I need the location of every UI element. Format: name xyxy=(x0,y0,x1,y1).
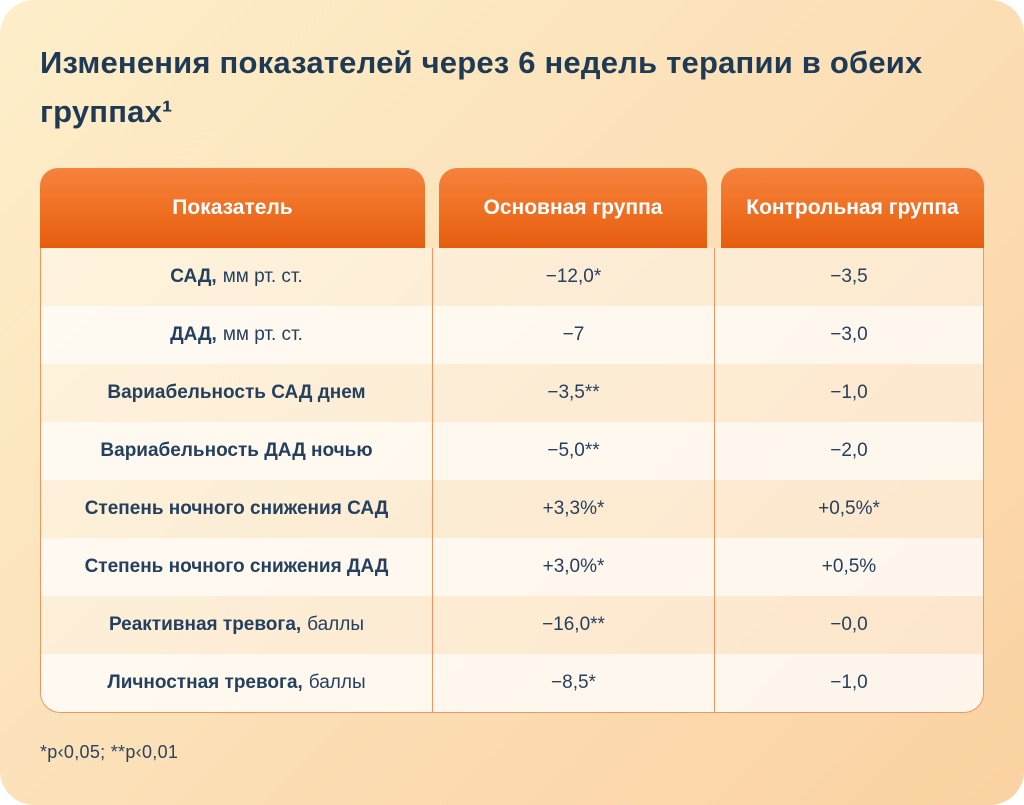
row-value-control: −2,0 xyxy=(714,422,983,480)
page-title: Изменения показателей через 6 недель тер… xyxy=(40,38,990,136)
table-row: САД, мм рт. ст. −12,0* −3,5 xyxy=(41,248,983,306)
header-cell-indicator: Показатель xyxy=(40,168,425,248)
row-value-main: −3,5** xyxy=(432,364,714,422)
row-label-unit: баллы xyxy=(307,614,365,635)
row-value-main: −12,0* xyxy=(432,248,714,306)
significance-footnote: *p‹0,05; **p‹0,01 xyxy=(40,742,179,762)
row-label-name: Личностная тревога, xyxy=(107,672,303,693)
row-value-main: +3,0%* xyxy=(432,538,714,596)
row-label: САД, мм рт. ст. xyxy=(41,248,432,306)
row-label-name: Степень ночного снижения ДАД xyxy=(84,556,389,577)
row-label-unit: мм рт. ст. xyxy=(222,324,303,345)
table-row: Степень ночного снижения САД +3,3%* +0,5… xyxy=(41,480,983,538)
row-value-main: +3,3%* xyxy=(432,480,714,538)
table-body: САД, мм рт. ст. −12,0* −3,5 ДАД, мм рт. … xyxy=(40,248,984,713)
row-value-control: −1,0 xyxy=(714,364,983,422)
header-cell-control-group: Контрольная группа xyxy=(721,168,984,248)
page-title-line1: Изменения показателей через 6 недель тер… xyxy=(40,45,923,80)
row-label: ДАД, мм рт. ст. xyxy=(41,306,432,364)
row-value-control: −3,5 xyxy=(714,248,983,306)
table-row: ДАД, мм рт. ст. −7 −3,0 xyxy=(41,306,983,364)
page-title-line2: группах¹ xyxy=(40,94,173,129)
row-value-control: +0,5%* xyxy=(714,480,983,538)
row-value-control: −0,0 xyxy=(714,596,983,654)
table-row: Степень ночного снижения ДАД +3,0%* +0,5… xyxy=(41,538,983,596)
row-value-control: −1,0 xyxy=(714,654,983,712)
table-row: Вариабельность САД днем −3,5** −1,0 xyxy=(41,364,983,422)
row-label: Вариабельность САД днем xyxy=(41,364,432,422)
row-value-main: −5,0** xyxy=(432,422,714,480)
table-row: Реактивная тревога, баллы −16,0** −0,0 xyxy=(41,596,983,654)
row-label-name: САД, xyxy=(170,266,217,287)
row-label: Личностная тревога, баллы xyxy=(41,654,432,712)
row-label: Реактивная тревога, баллы xyxy=(41,596,432,654)
row-label-unit: баллы xyxy=(308,672,366,693)
row-label-name: ДАД, xyxy=(170,324,217,345)
row-value-main: −8,5* xyxy=(432,654,714,712)
data-table: Показатель Основная группа Контрольная г… xyxy=(40,168,984,713)
row-value-main: −7 xyxy=(432,306,714,364)
row-label-name: Вариабельность ДАД ночью xyxy=(100,440,373,461)
row-label-name: Реактивная тревога, xyxy=(108,614,302,635)
table-row: Вариабельность ДАД ночью −5,0** −2,0 xyxy=(41,422,983,480)
row-value-control: −3,0 xyxy=(714,306,983,364)
row-label-name: Степень ночного снижения САД xyxy=(84,498,389,519)
row-value-control: +0,5% xyxy=(714,538,983,596)
row-label-unit: мм рт. ст. xyxy=(222,266,303,287)
table-row: Личностная тревога, баллы −8,5* −1,0 xyxy=(41,654,983,712)
row-label: Степень ночного снижения ДАД xyxy=(41,538,432,596)
row-value-main: −16,0** xyxy=(432,596,714,654)
table-header-row: Показатель Основная группа Контрольная г… xyxy=(40,168,984,248)
row-label: Вариабельность ДАД ночью xyxy=(41,422,432,480)
row-label: Степень ночного снижения САД xyxy=(41,480,432,538)
row-label-name: Вариабельность САД днем xyxy=(107,382,366,403)
header-cell-main-group: Основная группа xyxy=(439,168,707,248)
